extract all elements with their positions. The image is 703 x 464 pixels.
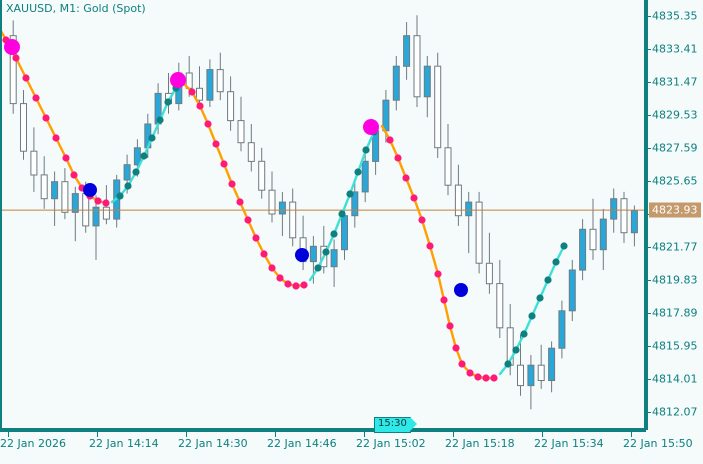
time-tick-label: 22 Jan 14:46 (267, 437, 337, 450)
price-tick-label: 4835.35 (652, 9, 698, 23)
price-tick-label: 4817.89 (652, 306, 698, 320)
candlestick-series (9, 15, 638, 410)
price-tick-label: 4812.07 (652, 405, 698, 419)
time-cursor-nib-icon (409, 417, 417, 431)
price-tick (646, 213, 651, 215)
trend-dot-series (2, 36, 568, 382)
price-axis[interactable]: 4835.35 4833.41 4831.47 4829.53 4827.59 4825.… (646, 0, 703, 430)
price-tick (646, 312, 651, 314)
time-tick-label: 22 Jan 15:50 (623, 437, 693, 450)
price-tick (646, 411, 651, 413)
time-tick (275, 432, 276, 437)
price-tick (646, 378, 651, 380)
chart-canvas (2, 15, 644, 410)
price-tick-label: 4819.83 (652, 273, 698, 287)
time-tick (186, 432, 187, 437)
price-tick (646, 49, 651, 51)
time-tick (453, 432, 454, 437)
price-tick-label: 4821.77 (652, 240, 698, 254)
time-cursor-badge: 15:30 (374, 417, 417, 433)
chart-plot-area[interactable]: XAUUSD, M1: Gold (Spot) (0, 0, 646, 430)
price-tick (646, 114, 651, 116)
price-tick (646, 180, 651, 182)
time-axis[interactable]: 22 Jan 2026 22 Jan 14:14 22 Jan 14:30 22 Ja… (0, 417, 703, 464)
price-tick (646, 16, 651, 18)
time-tick-label: 22 Jan 2026 (0, 437, 66, 450)
time-tick (8, 432, 9, 437)
price-tick (646, 345, 651, 347)
time-tick-label: 22 Jan 15:18 (445, 437, 515, 450)
price-tick-label: 4827.59 (652, 141, 698, 155)
time-tick (631, 432, 632, 437)
time-tick-label: 22 Jan 15:02 (356, 437, 426, 450)
time-tick (364, 432, 365, 437)
pivot-marker-series (4, 39, 468, 297)
price-tick (646, 279, 651, 281)
time-tick (542, 432, 543, 437)
time-tick (97, 432, 98, 437)
price-axis-line (646, 0, 648, 430)
current-price-badge: 4823.93 (649, 202, 701, 218)
time-tick-label: 22 Jan 14:30 (178, 437, 248, 450)
time-tick-label: 22 Jan 14:14 (89, 437, 159, 450)
price-tick-label: 4829.53 (652, 108, 698, 122)
time-cursor-label: 15:30 (378, 418, 407, 429)
price-tick-label: 4833.41 (652, 42, 698, 56)
price-tick-label: 4831.47 (652, 75, 698, 89)
price-tick (646, 82, 651, 84)
time-axis-line (0, 430, 646, 432)
price-tick-label: 4825.65 (652, 174, 698, 188)
price-tick (646, 246, 651, 248)
price-tick-label: 4815.95 (652, 339, 698, 353)
price-tick-label: 4814.01 (652, 372, 698, 386)
symbol-title: XAUUSD, M1: Gold (Spot) (6, 2, 146, 15)
price-tick (646, 147, 651, 149)
time-tick-label: 22 Jan 15:34 (534, 437, 604, 450)
